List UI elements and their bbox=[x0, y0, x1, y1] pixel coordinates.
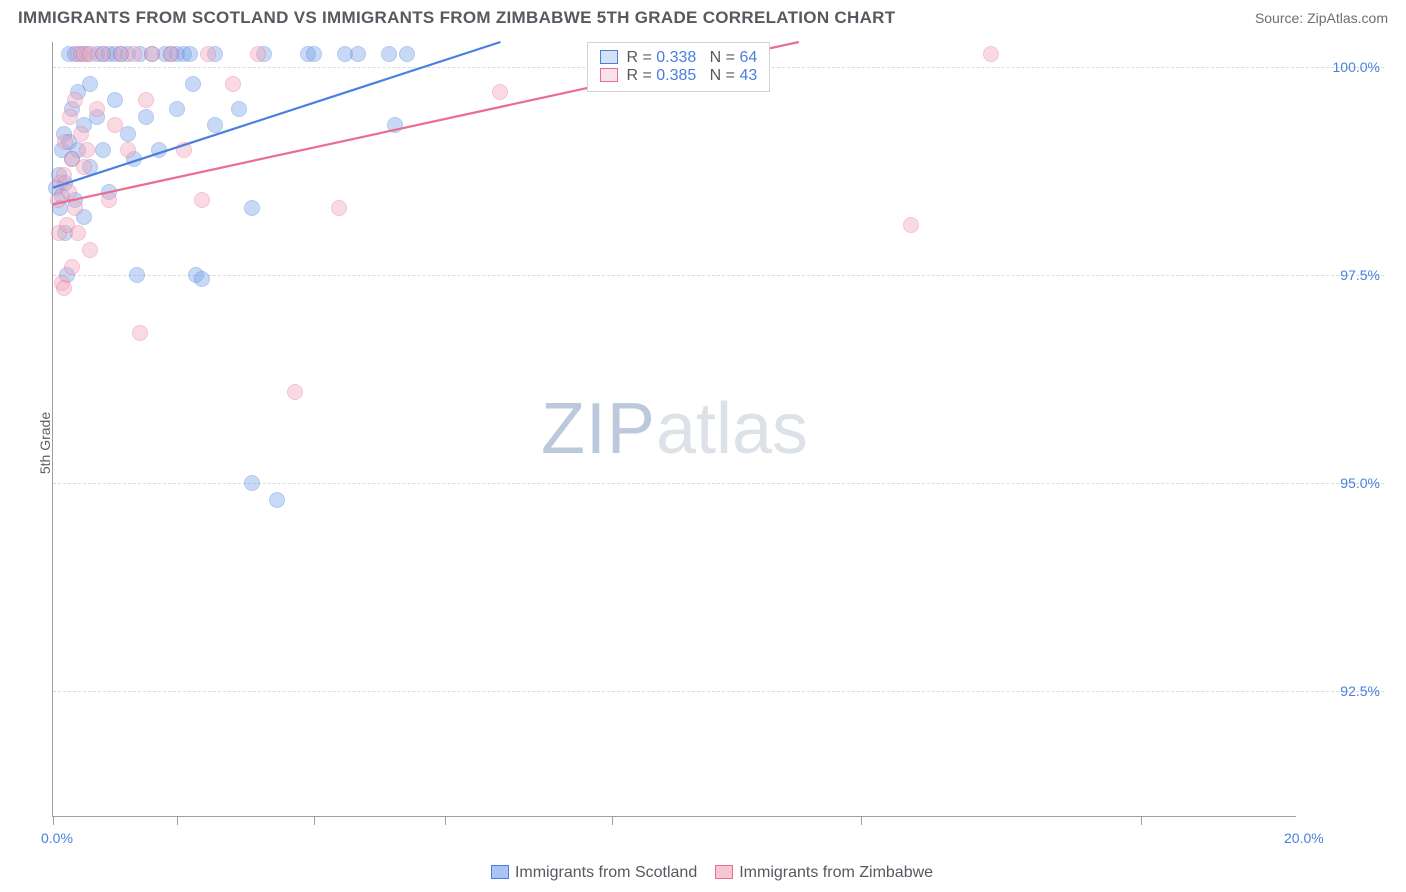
x-tick bbox=[177, 816, 178, 825]
y-tick-label: 97.5% bbox=[1340, 267, 1380, 283]
data-point bbox=[185, 76, 201, 92]
data-point bbox=[231, 101, 247, 117]
x-tick-label: 20.0% bbox=[1284, 830, 1324, 846]
stat-row: R = 0.385 N = 43 bbox=[600, 67, 757, 85]
data-point bbox=[194, 271, 210, 287]
data-point bbox=[350, 46, 366, 62]
data-point bbox=[182, 46, 198, 62]
legend-swatch bbox=[715, 865, 733, 879]
data-point bbox=[95, 142, 111, 158]
data-point bbox=[169, 101, 185, 117]
data-point bbox=[381, 46, 397, 62]
data-point bbox=[138, 109, 154, 125]
data-point bbox=[101, 192, 117, 208]
chart-title: IMMIGRANTS FROM SCOTLAND VS IMMIGRANTS F… bbox=[18, 8, 895, 28]
chart-container: 5th Grade ZIPatlas 100.0%97.5%95.0%92.5%… bbox=[18, 38, 1386, 847]
x-tick bbox=[1141, 816, 1142, 825]
data-point bbox=[67, 200, 83, 216]
data-point bbox=[144, 46, 160, 62]
data-point bbox=[79, 142, 95, 158]
x-tick bbox=[861, 816, 862, 825]
data-point bbox=[492, 84, 508, 100]
data-point bbox=[269, 492, 285, 508]
data-point bbox=[176, 142, 192, 158]
x-tick bbox=[612, 816, 613, 825]
data-point bbox=[82, 76, 98, 92]
data-point bbox=[89, 101, 105, 117]
data-point bbox=[163, 46, 179, 62]
y-tick-label: 100.0% bbox=[1333, 59, 1380, 75]
y-tick-label: 95.0% bbox=[1340, 475, 1380, 491]
data-point bbox=[129, 267, 145, 283]
data-point bbox=[306, 46, 322, 62]
data-point bbox=[138, 92, 154, 108]
trend-lines bbox=[53, 42, 1296, 816]
data-point bbox=[194, 192, 210, 208]
data-point bbox=[126, 46, 142, 62]
y-axis-label: 5th Grade bbox=[37, 411, 53, 473]
x-tick-label: 0.0% bbox=[41, 830, 73, 846]
data-point bbox=[70, 225, 86, 241]
data-point bbox=[207, 117, 223, 133]
data-point bbox=[64, 259, 80, 275]
data-point bbox=[244, 475, 260, 491]
watermark: ZIPatlas bbox=[541, 388, 808, 470]
data-point bbox=[151, 142, 167, 158]
stat-row: R = 0.338 N = 64 bbox=[600, 49, 757, 67]
data-point bbox=[82, 242, 98, 258]
y-tick-label: 92.5% bbox=[1340, 683, 1380, 699]
data-point bbox=[76, 159, 92, 175]
legend-label: Immigrants from Scotland bbox=[515, 864, 697, 881]
data-point bbox=[57, 134, 73, 150]
x-tick bbox=[53, 816, 54, 825]
legend-label: Immigrants from Zimbabwe bbox=[739, 864, 933, 881]
x-tick bbox=[314, 816, 315, 825]
gridline bbox=[53, 275, 1384, 276]
data-point bbox=[95, 46, 111, 62]
data-point bbox=[56, 167, 72, 183]
data-point bbox=[200, 46, 216, 62]
data-point bbox=[120, 142, 136, 158]
data-point bbox=[56, 280, 72, 296]
source-label: Source: ZipAtlas.com bbox=[1255, 10, 1388, 26]
data-point bbox=[225, 76, 241, 92]
x-tick bbox=[445, 816, 446, 825]
bottom-legend: Immigrants from Scotland Immigrants from … bbox=[0, 864, 1406, 882]
gridline bbox=[53, 691, 1384, 692]
legend-swatch bbox=[491, 865, 509, 879]
data-point bbox=[244, 200, 260, 216]
watermark-atlas: atlas bbox=[656, 389, 808, 469]
data-point bbox=[61, 184, 77, 200]
data-point bbox=[250, 46, 266, 62]
watermark-zip: ZIP bbox=[541, 389, 656, 469]
data-point bbox=[387, 117, 403, 133]
data-point bbox=[73, 126, 89, 142]
data-point bbox=[903, 217, 919, 233]
data-point bbox=[983, 46, 999, 62]
data-point bbox=[287, 384, 303, 400]
plot-area: ZIPatlas 100.0%97.5%95.0%92.5%0.0%20.0%R… bbox=[52, 42, 1296, 817]
data-point bbox=[399, 46, 415, 62]
data-point bbox=[67, 92, 83, 108]
data-point bbox=[132, 325, 148, 341]
correlation-stats-box: R = 0.338 N = 64R = 0.385 N = 43 bbox=[587, 42, 770, 92]
data-point bbox=[107, 117, 123, 133]
data-point bbox=[331, 200, 347, 216]
data-point bbox=[107, 92, 123, 108]
data-point bbox=[62, 109, 78, 125]
